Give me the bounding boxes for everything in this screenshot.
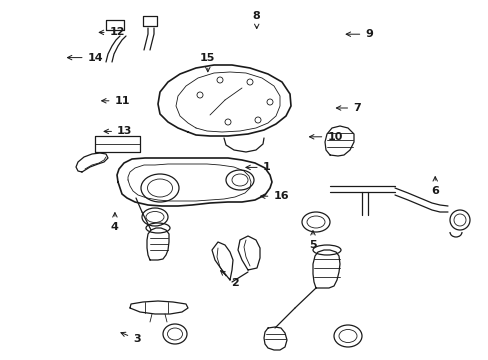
Text: 10: 10 [309, 132, 342, 142]
Text: 4: 4 [111, 213, 119, 232]
Text: 5: 5 [308, 231, 316, 250]
Text: 7: 7 [336, 103, 360, 113]
Text: 8: 8 [252, 11, 260, 28]
Text: 15: 15 [200, 53, 215, 72]
Text: 2: 2 [220, 271, 238, 288]
Text: 13: 13 [104, 126, 132, 136]
Text: 1: 1 [245, 162, 270, 172]
Text: 14: 14 [67, 53, 103, 63]
Text: 12: 12 [99, 27, 125, 37]
Text: 6: 6 [430, 177, 438, 196]
Text: 11: 11 [102, 96, 130, 106]
Text: 9: 9 [346, 29, 372, 39]
Text: 3: 3 [121, 332, 141, 344]
Text: 16: 16 [260, 191, 288, 201]
